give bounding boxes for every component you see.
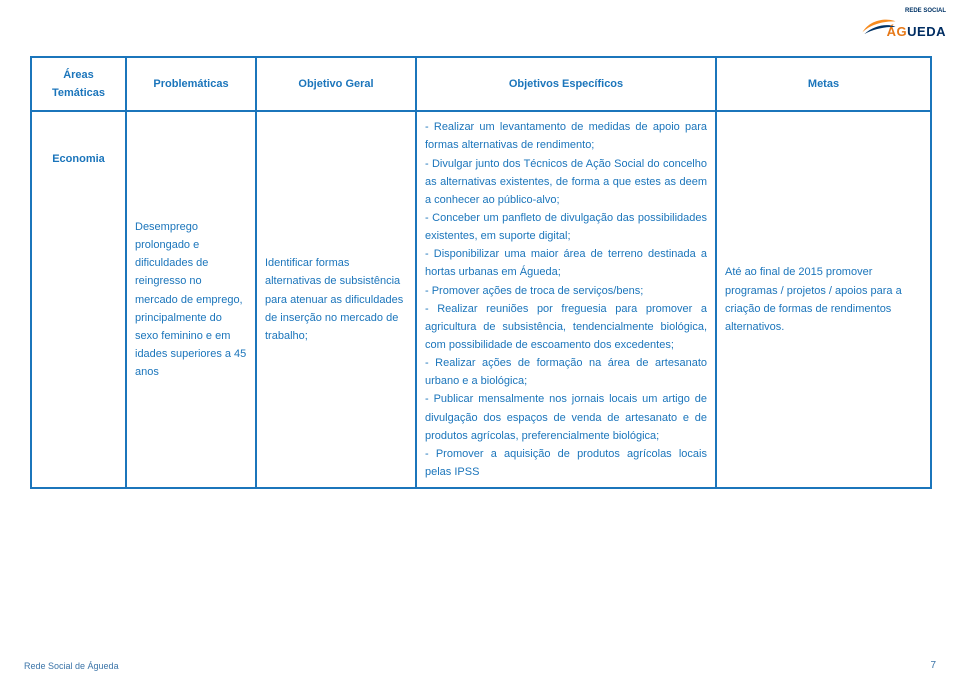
col-header-areas-l2: Temáticas [52, 87, 105, 99]
logo-name-b: UEDA [907, 24, 946, 39]
col-header-objetivos-especificos: Objetivos Específicos [416, 57, 716, 111]
logo-cm-name: ÁGUEDA [887, 24, 946, 39]
col-header-objetivo-geral: Objetivo Geral [256, 57, 416, 111]
table-row: Economia Desemprego prolongado e dificul… [31, 111, 931, 488]
table-header-row: Áreas Temáticas Problemáticas Objetivo G… [31, 57, 931, 111]
footer-left: Rede Social de Águeda [24, 661, 119, 671]
logo-top-line: REDE SOCIAL [905, 8, 946, 15]
col-header-areas-l1: Áreas [63, 69, 94, 81]
cell-area: Economia [31, 111, 126, 488]
cell-objetivo-geral: Identificar formas alternativas de subsi… [256, 111, 416, 488]
logo: REDE SOCIAL ÁGUEDA [860, 6, 946, 46]
cell-problematica: Desemprego prolongado e dificuldades de … [126, 111, 256, 488]
col-header-metas: Metas [716, 57, 931, 111]
col-header-problematicas: Problemáticas [126, 57, 256, 111]
content-table: Áreas Temáticas Problemáticas Objetivo G… [30, 56, 930, 489]
col-header-areas: Áreas Temáticas [31, 57, 126, 111]
cell-objetivos-especificos: - Realizar um levantamento de medidas de… [416, 111, 716, 488]
page-number: 7 [930, 660, 936, 671]
cell-metas: Até ao final de 2015 promover programas … [716, 111, 931, 488]
logo-name-a: ÁG [887, 24, 908, 39]
